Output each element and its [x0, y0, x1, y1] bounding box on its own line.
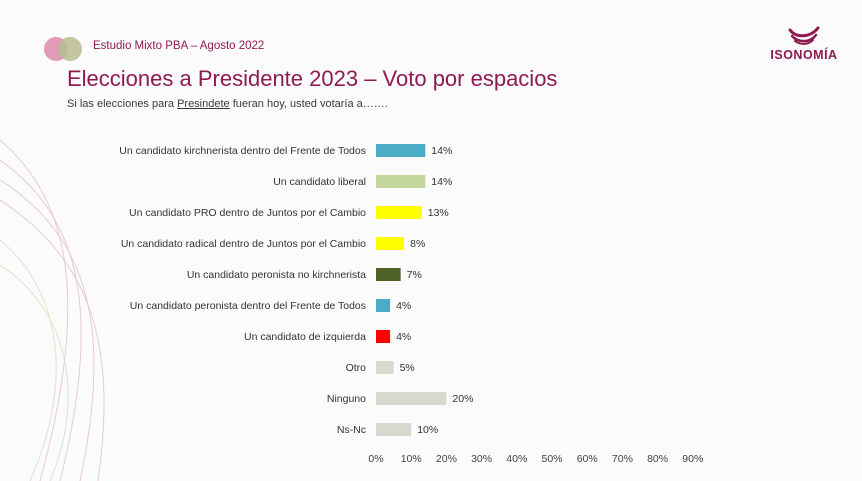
- x-tick-label: 30%: [471, 453, 492, 465]
- category-label: Un candidato kirchnerista dentro del Fre…: [119, 145, 366, 157]
- page-subtitle: Si las elecciones para Presindete fueran…: [67, 98, 388, 110]
- bar: [376, 206, 422, 219]
- value-label: 4%: [396, 331, 411, 343]
- x-tick-label: 50%: [541, 453, 562, 465]
- green-circle-icon: [58, 37, 82, 61]
- category-label: Ninguno: [327, 393, 366, 405]
- study-logo-icon: [44, 37, 82, 61]
- value-label: 10%: [417, 424, 438, 436]
- bar: [376, 361, 394, 374]
- category-label: Un candidato PRO dentro de Juntos por el…: [129, 207, 366, 219]
- x-tick-label: 10%: [401, 453, 422, 465]
- value-label: 8%: [410, 238, 425, 250]
- x-tick-label: 60%: [577, 453, 598, 465]
- bar: [376, 268, 401, 281]
- study-label: Estudio Mixto PBA – Agosto 2022: [93, 40, 265, 52]
- category-label: Un candidato de izquierda: [244, 331, 366, 343]
- brand-waves-icon: [788, 26, 820, 45]
- subtitle-text-end: fueran hoy, usted votaría a…….: [229, 98, 388, 110]
- bar: [376, 423, 412, 436]
- x-tick-label: 40%: [506, 453, 527, 465]
- subtitle-text-start: Si las elecciones para: [67, 98, 178, 110]
- value-label: 7%: [407, 269, 422, 281]
- category-label: Un candidato peronista no kirchnerista: [187, 269, 366, 281]
- page-title: Elecciones a Presidente 2023 – Voto por …: [67, 66, 558, 91]
- category-label: Ns-Nc: [337, 424, 366, 436]
- bar: [376, 299, 391, 312]
- x-tick-label: 70%: [612, 453, 633, 465]
- x-tick-label: 20%: [436, 453, 457, 465]
- value-label: 13%: [428, 207, 449, 219]
- bar: [376, 144, 426, 157]
- subtitle-underlined-word: Presindete: [177, 98, 230, 110]
- value-label: 14%: [431, 145, 452, 157]
- brand-name: ISONOMÍA: [770, 48, 838, 62]
- bar: [376, 392, 447, 405]
- value-label: 5%: [400, 362, 415, 374]
- x-tick-label: 80%: [647, 453, 668, 465]
- bar: [376, 175, 426, 188]
- value-label: 4%: [396, 300, 411, 312]
- value-label: 20%: [452, 393, 473, 405]
- bar: [376, 330, 391, 343]
- x-tick-label: 0%: [368, 453, 383, 465]
- bar: [376, 237, 405, 250]
- category-label: Un candidato radical dentro de Juntos po…: [121, 238, 366, 250]
- category-label: Un candidato peronista dentro del Frente…: [130, 300, 366, 312]
- brand-logo: ISONOMÍA: [764, 24, 844, 62]
- x-tick-label: 90%: [682, 453, 703, 465]
- value-label: 14%: [431, 176, 452, 188]
- category-label: Un candidato liberal: [273, 176, 366, 188]
- category-label: Otro: [346, 362, 367, 374]
